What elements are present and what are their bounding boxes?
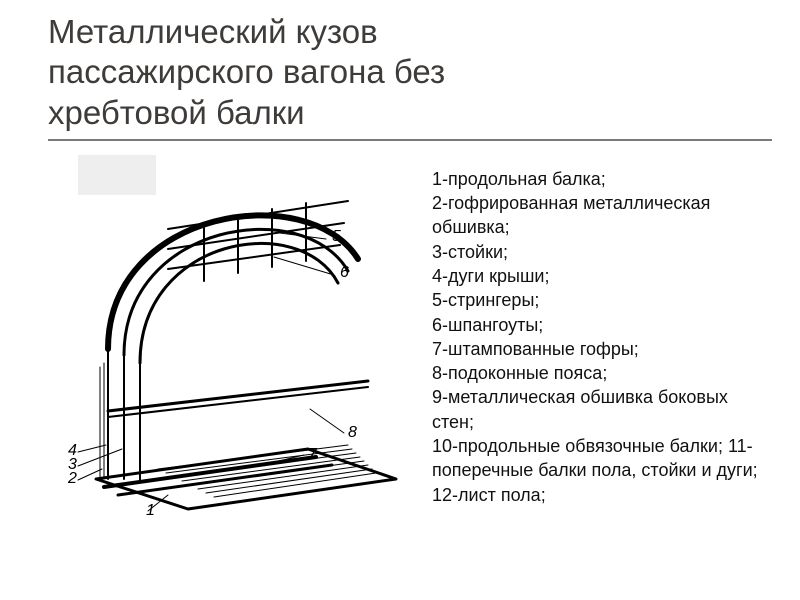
legend-item: 10-продольные обвязочные балки; 11-попер… [432, 434, 772, 483]
callout-2: 2 [67, 470, 77, 487]
title-block: Металлический кузов пассажирского вагона… [48, 12, 772, 141]
legend-item: 4-дуги крыши; [432, 264, 772, 288]
legend-item: 3-стойки; [432, 240, 772, 264]
legend-item: 8-подоконные пояса; [432, 361, 772, 385]
slide-root: Металлический кузов пассажирского вагона… [0, 0, 800, 600]
title-line-1: Металлический кузов [48, 12, 772, 52]
callout-5: 5 [332, 228, 341, 245]
legend-item: 6-шпангоуты; [432, 313, 772, 337]
callout-8: 8 [348, 424, 357, 441]
callout-7: 7 [308, 446, 318, 463]
title-line-2: пассажирского вагона без [48, 52, 772, 92]
legend-item: 5-стрингеры; [432, 288, 772, 312]
legend-item: 2-гофрированная металлическая обшивка; [432, 191, 772, 240]
legend-item: 1-продольная балка; [432, 167, 772, 191]
legend-item: 12-лист пола; [432, 483, 772, 507]
callout-1: 1 [146, 502, 155, 519]
content-row: 4 3 2 1 5 6 7 8 1-продольная балка; 2-го… [48, 149, 772, 529]
diagram-figure: 4 3 2 1 5 6 7 8 [48, 149, 418, 529]
legend-item: 7-штампованные гофры; [432, 337, 772, 361]
legend-item: 9-металлическая обшивка боковых стен; [432, 385, 772, 434]
diagram-svg: 4 3 2 1 5 6 7 8 [48, 149, 418, 529]
callout-6: 6 [340, 264, 349, 281]
legend-list: 1-продольная балка; 2-гофрированная мета… [432, 167, 772, 507]
title-line-3: хребтовой балки [48, 93, 772, 133]
